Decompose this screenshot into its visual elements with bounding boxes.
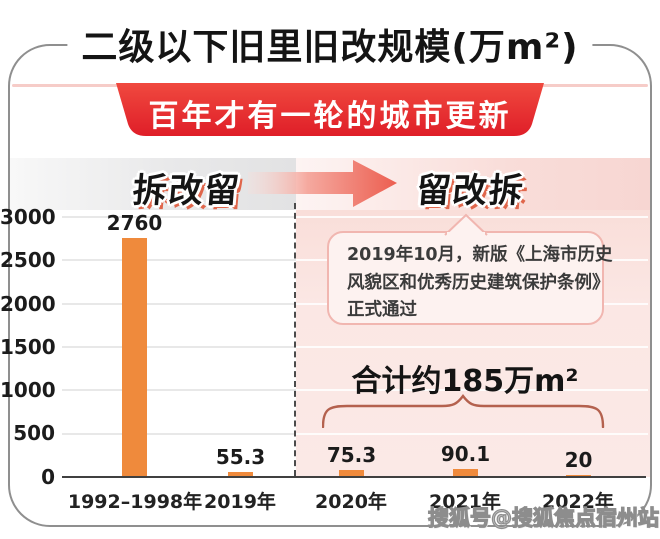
gridline-1000 — [62, 389, 648, 391]
x-axis-label: 2022年 — [542, 491, 614, 513]
bar-2020: 75.3 — [327, 443, 376, 477]
bar-value-label: 2760 — [106, 211, 163, 235]
y-axis-tick: 1000 — [0, 378, 56, 402]
banner-ribbon-shape — [116, 83, 544, 136]
era-label-demolish-first: 拆改留 — [130, 171, 243, 211]
x-axis-line — [62, 476, 646, 478]
bar-value-label: 75.3 — [326, 443, 377, 467]
y-axis-tick: 0 — [41, 465, 55, 489]
page-title: 二级以下旧里旧改规模(万m²) — [67, 16, 593, 72]
x-axis-label: 2019年 — [204, 491, 276, 513]
bar-2021: 90.1 — [441, 442, 490, 477]
bar-value-label: 20 — [564, 448, 593, 472]
gridline-3000 — [62, 216, 648, 218]
x-axis-label: 2021年 — [429, 491, 501, 513]
gridline-1500 — [62, 346, 648, 348]
y-axis-tick: 2000 — [0, 292, 56, 316]
phase-arrow-icon — [248, 160, 397, 207]
y-axis-tick: 2500 — [0, 248, 56, 272]
bar-1992-1998: 2760 — [107, 211, 162, 477]
annotation-line-3: 正式通过 — [347, 300, 417, 320]
total-label: 合计约185万m² — [351, 364, 579, 399]
brace-icon — [322, 394, 605, 428]
annotation-text: 2019年10月，新版《上海市历史 风貌区和优秀历史建筑保护条例》 正式通过 — [347, 242, 613, 325]
x-axis-label: 2020年 — [315, 491, 387, 513]
y-axis-tick: 500 — [13, 421, 55, 445]
banner-label: 百年才有一轮的城市更新 — [148, 99, 512, 134]
y-axis-tick: 3000 — [0, 205, 56, 229]
bar-2019: 55.3 — [216, 445, 265, 477]
era-divider-dashed-line — [294, 203, 296, 476]
banner-ribbon: 百年才有一轮的城市更新 — [112, 83, 548, 137]
x-axis-label: 1992–1998年 — [67, 491, 203, 513]
y-axis-tick: 1500 — [0, 335, 56, 359]
annotation-line-1: 2019年10月，新版《上海市历史 — [347, 245, 613, 265]
annotation-line-2: 风貌区和优秀历史建筑保护条例》 — [347, 272, 610, 293]
era-label-retain-first: 留改拆 — [414, 171, 527, 211]
callout-pointer-icon — [444, 213, 488, 236]
bar-value-label: 55.3 — [215, 445, 266, 469]
gridline-500 — [62, 433, 648, 435]
watermark-label: 搜狐号@搜狐焦点宿州站 — [427, 505, 659, 530]
bar-value-label: 90.1 — [440, 442, 491, 466]
